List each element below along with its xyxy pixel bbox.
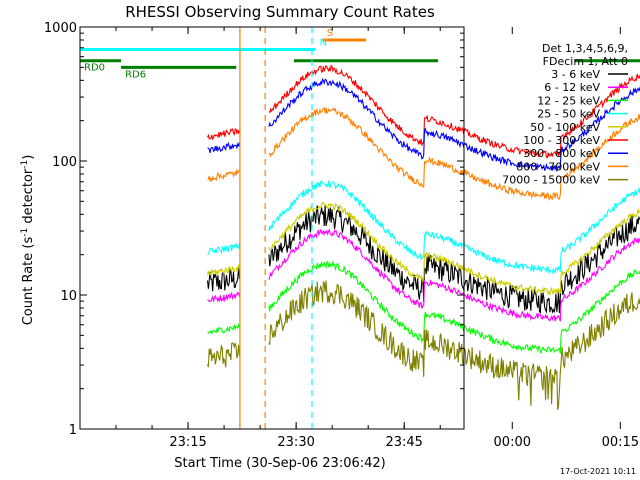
- y-axis-label-sup1: -1: [20, 228, 30, 237]
- series-line-4: [206, 202, 640, 297]
- x-tick-label-4: 00:15: [602, 435, 639, 450]
- plot-background: [80, 27, 464, 429]
- x-axis-label: Start Time (30-Sep-06 23:06:42): [174, 456, 385, 471]
- flag-label-1: N: [320, 37, 327, 48]
- y-axis-label: Count Rate (s-1 detector-1): [20, 155, 36, 326]
- series-layer: [206, 64, 640, 410]
- legend-label-0: 3 - 6 keV: [551, 68, 600, 81]
- series-line-2: [207, 260, 640, 354]
- y-tick-label-1: 10: [60, 289, 77, 304]
- legend-header-0: Det 1,3,4,5,6,9,: [542, 42, 628, 55]
- flag-label-2: RD0: [84, 63, 105, 74]
- legend-label-4: 50 - 100 keV: [530, 121, 600, 134]
- flags-layer: SN RD0 RD6: [80, 28, 640, 80]
- y-axis-label-end: ): [21, 155, 36, 160]
- flag-label-3: RD6: [125, 69, 146, 80]
- series-line-7: [207, 107, 640, 201]
- vlines-layer: [239, 27, 313, 429]
- legend-label-2: 12 - 25 keV: [537, 94, 600, 107]
- legend-label-7: 800 - 7000 keV: [516, 160, 600, 173]
- series-line-5: [207, 64, 640, 159]
- x-tick-label-3: 00:00: [494, 435, 531, 450]
- legend-label-8: 7000 - 15000 keV: [502, 174, 600, 187]
- x-tick-label-0: 23:15: [169, 435, 206, 450]
- legend-label-6: 300 - 800 keV: [523, 147, 600, 160]
- series-line-8: [206, 280, 640, 410]
- flag-label-0: S: [327, 28, 333, 39]
- legend-label-5: 100 - 300 keV: [523, 134, 600, 147]
- plot-frame: [79, 26, 465, 430]
- series-line-3: [207, 180, 640, 275]
- y-tick-label-3: 1000: [44, 21, 77, 36]
- y-axis-label-mid: detector: [21, 168, 36, 228]
- legend-label-1: 6 - 12 keV: [544, 81, 600, 94]
- x-tick-label-1: 23:30: [277, 435, 314, 450]
- axes-layer: 110100100023:1523:3023:4500:0000:1500:30…: [44, 21, 639, 450]
- legend-header-1: FDecim 1, Att 0: [543, 55, 628, 68]
- x-tick-label-2: 23:45: [385, 435, 422, 450]
- y-axis-label-main: Count Rate (s: [21, 237, 36, 326]
- y-axis-label-sup2: -1: [20, 160, 30, 169]
- plot-area: [80, 27, 464, 429]
- y-tick-label-0: 1: [69, 423, 77, 438]
- series-line-6: [207, 77, 640, 172]
- legend: Det 1,3,4,5,6,9,FDecim 1, Att 03 - 6 keV…: [502, 42, 628, 187]
- chart-title: RHESSI Observing Summary Count Rates: [125, 3, 435, 21]
- y-tick-label-2: 100: [52, 155, 77, 170]
- footer-date: 17-Oct-2021 10:11: [560, 467, 636, 476]
- series-line-1: [207, 228, 640, 322]
- legend-label-3: 25 - 50 keV: [537, 108, 600, 121]
